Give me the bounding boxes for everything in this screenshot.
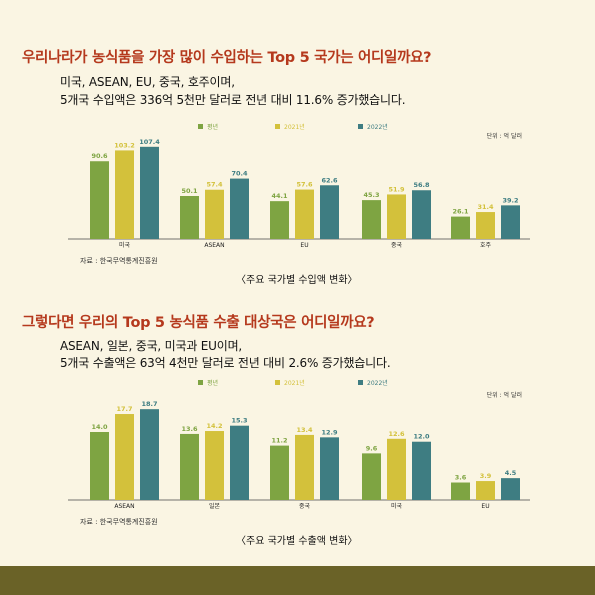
export-category-label-0: ASEAN: [114, 503, 134, 510]
import-data-label-1-1: 57.4: [206, 181, 223, 189]
import-legend-label-1: 2021년: [284, 123, 305, 131]
export-category-label-3: 미국: [391, 502, 403, 510]
import-data-label-4-0: 26.1: [452, 208, 469, 216]
export-data-label-0-0: 14.0: [91, 423, 108, 431]
import-data-label-0-2: 107.4: [139, 138, 160, 146]
export-bar-3-0: [362, 453, 381, 500]
export-bar-1-2: [230, 425, 249, 500]
export-legend-label-1: 2021년: [284, 379, 305, 387]
export-bar-2-1: [295, 434, 314, 500]
import-description-line1: 미국, ASEAN, EU, 중국, 호주이며,: [60, 75, 235, 89]
import-bar-1-1: [205, 189, 224, 239]
export-source: 자료 : 한국무역통계진흥원: [80, 518, 158, 526]
export-category-label-1: 일본: [209, 502, 221, 510]
export-chart-caption: 〈주요 국가별 수출액 변화〉: [236, 536, 358, 547]
import-bar-2-1: [295, 189, 314, 239]
export-bar-3-1: [387, 438, 406, 500]
export-description-line1: ASEAN, 일본, 중국, 미국과 EU이며,: [60, 339, 243, 353]
import-question-title: 우리나라가 농식품을 가장 많이 수입하는 Top 5 국가는 어디일까요?: [22, 50, 432, 66]
export-data-label-0-1: 17.7: [116, 405, 132, 413]
import-data-label-2-2: 62.6: [321, 176, 338, 184]
import-category-label-1: ASEAN: [204, 242, 224, 249]
export-data-label-4-1: 3.9: [480, 472, 492, 480]
import-bar-1-0: [180, 195, 199, 239]
import-data-label-1-2: 70.4: [231, 170, 248, 178]
export-legend-swatch-0: [198, 380, 203, 385]
import-legend-swatch-0: [198, 124, 203, 129]
import-chart-caption: 〈주요 국가별 수입액 변화〉: [236, 275, 358, 286]
import-bar-2-2: [320, 185, 339, 239]
export-legend-label-2: 2022년: [367, 379, 388, 387]
import-bar-0-2: [140, 146, 159, 239]
export-bar-0-0: [90, 432, 109, 500]
export-data-label-2-2: 12.9: [321, 428, 338, 436]
import-category-label-4: 호주: [480, 242, 492, 249]
export-data-label-4-0: 3.6: [455, 474, 467, 482]
export-bar-3-2: [412, 441, 431, 500]
export-category-label-4: EU: [481, 503, 489, 510]
export-data-label-1-2: 15.3: [231, 417, 247, 425]
footer-band: [0, 566, 595, 595]
export-bar-1-1: [205, 431, 224, 500]
import-data-label-2-0: 44.1: [271, 192, 288, 200]
import-description-line2: 5개국 수입액은 336억 5천만 달러로 전년 대비 11.6% 증가했습니다…: [60, 93, 406, 107]
export-data-label-2-1: 13.4: [296, 426, 313, 434]
import-bar-1-2: [230, 178, 249, 239]
import-source: 자료 : 한국무역통계진흥원: [80, 257, 158, 265]
import-bar-4-1: [476, 212, 495, 239]
import-category-label-3: 중국: [391, 242, 403, 249]
export-bar-4-1: [476, 481, 495, 500]
export-data-label-2-0: 11.2: [271, 437, 287, 445]
export-data-label-3-1: 12.6: [388, 430, 405, 438]
import-bar-2-0: [270, 201, 289, 239]
export-bar-0-1: [115, 414, 134, 500]
import-legend-label-0: 평년: [207, 123, 218, 131]
export-legend-swatch-2: [358, 380, 363, 385]
import-data-label-4-2: 39.2: [502, 196, 518, 204]
export-unit-label: 단위 : 억 달러: [487, 391, 522, 399]
import-legend-swatch-1: [275, 124, 280, 129]
export-data-label-3-0: 9.6: [366, 444, 378, 452]
import-data-label-3-0: 45.3: [363, 191, 379, 199]
export-bar-1-0: [180, 433, 199, 500]
import-bar-3-2: [412, 190, 431, 239]
export-category-label-2: 중국: [299, 503, 311, 510]
export-data-label-4-2: 4.5: [505, 469, 517, 477]
export-bar-2-2: [320, 437, 339, 500]
export-bar-4-2: [501, 478, 520, 500]
export-bar-4-0: [451, 482, 470, 500]
import-data-label-3-1: 51.9: [388, 185, 405, 193]
import-bar-4-0: [451, 216, 470, 239]
import-unit-label: 단위 : 억 달러: [487, 132, 522, 140]
export-description-line2: 5개국 수출액은 63억 4천만 달러로 전년 대비 2.6% 증가했습니다.: [60, 356, 391, 370]
import-data-label-0-1: 103.2: [114, 141, 135, 149]
import-bar-3-1: [387, 194, 406, 239]
import-legend-swatch-2: [358, 124, 363, 129]
export-data-label-0-2: 18.7: [141, 400, 157, 408]
import-data-label-3-2: 56.8: [413, 181, 430, 189]
export-question-title: 그렇다면 우리의 Top 5 농식품 수출 대상국은 어디일까요?: [22, 315, 375, 331]
export-data-label-1-1: 14.2: [206, 422, 222, 430]
import-data-label-1-0: 50.1: [181, 187, 198, 195]
export-data-label-1-0: 13.6: [181, 425, 198, 433]
import-data-label-0-0: 90.6: [91, 152, 108, 160]
import-bar-0-0: [90, 161, 109, 239]
export-legend-swatch-1: [275, 380, 280, 385]
import-data-label-2-1: 57.6: [296, 181, 313, 189]
export-bar-2-0: [270, 445, 289, 500]
export-bar-0-2: [140, 409, 159, 500]
export-legend-label-0: 평년: [207, 379, 218, 387]
import-bar-3-0: [362, 200, 381, 239]
import-category-label-2: EU: [300, 242, 308, 249]
import-category-label-0: 미국: [119, 241, 131, 249]
import-data-label-4-1: 31.4: [477, 203, 494, 211]
import-bar-4-2: [501, 205, 520, 239]
export-data-label-3-2: 12.0: [413, 433, 430, 441]
import-bar-0-1: [115, 150, 134, 239]
import-legend-label-2: 2022년: [367, 123, 388, 131]
